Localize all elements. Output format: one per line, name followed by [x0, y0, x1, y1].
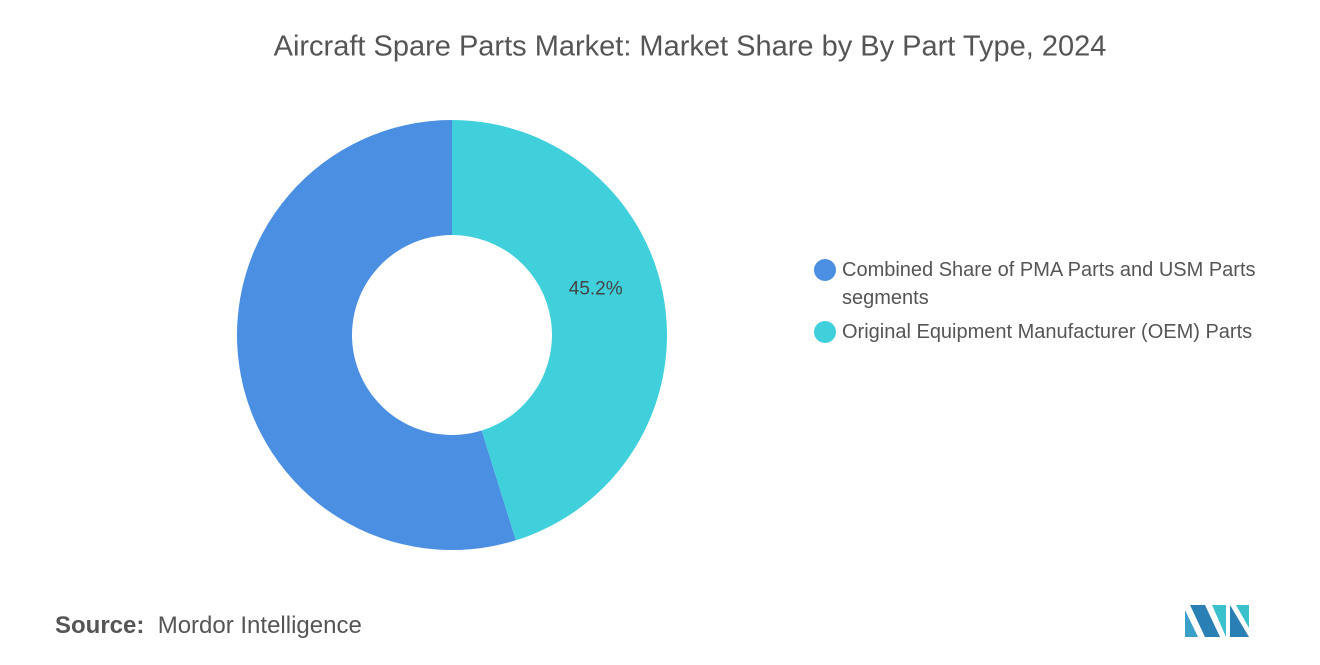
legend-label: Original Equipment Manufacturer (OEM) Pa…	[842, 321, 1253, 343]
source: Source: Mordor Intelligence	[55, 612, 362, 640]
source-name: Mordor Intelligence	[157, 612, 362, 639]
donut-slice	[452, 120, 667, 541]
legend-swatch	[814, 259, 836, 281]
legend-item: Original Equipment Manufacturer (OEM) Pa…	[814, 318, 1304, 346]
legend-label: Combined Share of PMA Parts and USM Part…	[842, 259, 1256, 309]
legend: Combined Share of PMA Parts and USM Part…	[814, 256, 1304, 352]
chart-title: Aircraft Spare Parts Market: Market Shar…	[274, 31, 1107, 63]
legend-swatch	[814, 321, 836, 343]
legend-item: Combined Share of PMA Parts and USM Part…	[814, 256, 1304, 312]
donut-slice	[237, 120, 516, 550]
logo	[1185, 605, 1249, 637]
data-label: 45.2%	[569, 278, 623, 299]
source-label: Source:	[55, 612, 145, 639]
